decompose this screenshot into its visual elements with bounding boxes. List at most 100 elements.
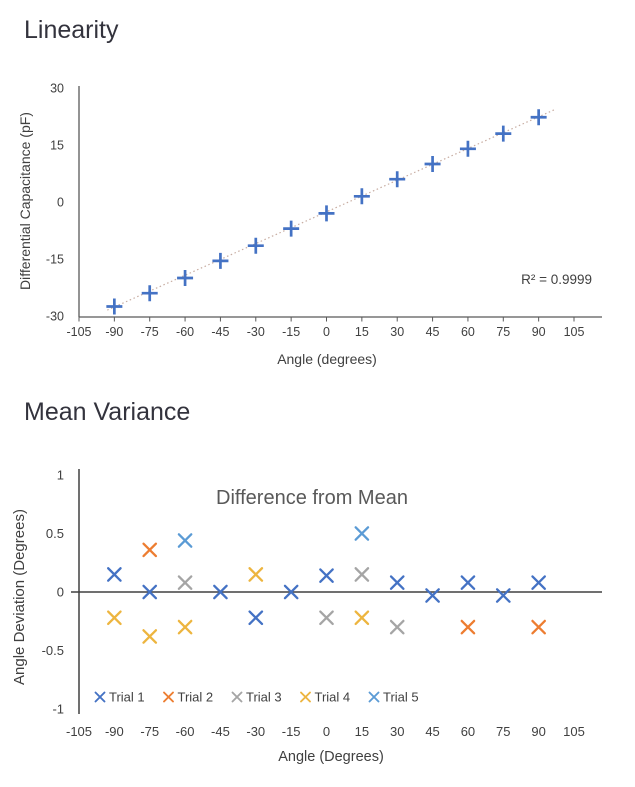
data-point-x (177, 575, 193, 590)
x-tick-label: -15 (282, 724, 301, 739)
x-tick-label: -15 (282, 325, 300, 339)
x-tick-label: -90 (105, 325, 123, 339)
series-trial-5 (177, 526, 370, 548)
legend-item: Trial 4 (300, 690, 351, 705)
data-point-x (231, 691, 243, 703)
y-tick-label: 1 (57, 468, 64, 483)
data-point-x (354, 610, 370, 626)
data-point-x (248, 567, 264, 582)
y-tick-label: 0 (57, 196, 64, 210)
x-tick-label: -45 (211, 325, 229, 339)
data-point-x (319, 610, 334, 626)
data-point-x (531, 619, 546, 635)
linearity-chart: -105 -90 -75 -60 -45 -30 -15 0 15 30 45 60 75 90 105 30… (46, 82, 602, 339)
legend-label: Trial 1 (109, 690, 145, 705)
data-point-plus (141, 285, 158, 302)
x-tick-label: 0 (323, 724, 330, 739)
x-tick-label: 60 (461, 724, 475, 739)
data-point-x (389, 575, 405, 590)
x-tick-label: 75 (496, 724, 510, 739)
y-tick-label: -1 (52, 702, 64, 717)
data-point-x (319, 568, 334, 583)
x-tick-label: 75 (496, 325, 510, 339)
data-point-x (142, 542, 158, 558)
legend-item: Trial 5 (368, 690, 419, 705)
mean-variance-chart-title: Difference from Mean (216, 487, 408, 509)
data-point-x (425, 588, 440, 603)
data-point-x (142, 629, 158, 644)
mean-variance-chart: 1 0.5 0 -0.5 -1-105 -90 -75 -60 -45 -30 -15 0 15 30 45… (42, 468, 602, 739)
data-point-x (177, 533, 193, 548)
data-point-plus (389, 171, 406, 188)
data-point-x (213, 584, 228, 600)
data-point-x (460, 575, 476, 590)
data-point-x (94, 691, 106, 703)
x-tick-label: -75 (141, 325, 159, 339)
data-point-plus (424, 156, 441, 172)
x-tick-label: 90 (532, 325, 546, 339)
data-point-plus (353, 188, 370, 205)
y-tick-label: -30 (46, 310, 64, 324)
legend-item: Trial 1 (94, 690, 145, 705)
data-point-plus (318, 205, 335, 222)
x-tick-label: -90 (105, 724, 124, 739)
series-trial-3 (177, 567, 405, 635)
data-point-plus (283, 220, 300, 237)
data-point-x (531, 575, 546, 590)
data-point-plus (495, 125, 512, 142)
data-point-plus (106, 298, 123, 315)
data-point-plus (247, 237, 264, 254)
x-tick-label: 90 (531, 724, 545, 739)
x-tick-label: -60 (176, 325, 194, 339)
data-point-x (107, 610, 122, 626)
x-tick-label: 45 (425, 724, 439, 739)
data-point-plus (177, 270, 194, 286)
x-tick-label: -30 (246, 724, 265, 739)
data-point-x (389, 619, 405, 635)
series-trial-4 (107, 567, 370, 644)
y-tick-label: -15 (46, 253, 64, 267)
x-tick-label: 105 (564, 325, 585, 339)
x-tick-label: -45 (211, 724, 230, 739)
x-tick-label: -105 (66, 724, 92, 739)
legend-label: Trial 5 (383, 690, 419, 705)
series-trial-1 (107, 567, 546, 626)
r-squared-annotation: R² = 0.9999 (521, 272, 592, 287)
y-tick-label: -0.5 (42, 643, 64, 658)
legend: Trial 1 Trial 2 Trial 3 Trial 4 Trial 5 (94, 690, 419, 705)
legend-item: Trial 2 (163, 690, 213, 705)
x-tick-label: 15 (355, 724, 369, 739)
data-point-x (142, 584, 158, 600)
trendline (107, 108, 556, 311)
data-point-x (354, 567, 370, 582)
y-tick-label: 0.5 (46, 526, 64, 541)
data-point-x (495, 588, 511, 603)
data-point-plus (459, 140, 476, 157)
mean-variance-heading: Mean Variance (24, 398, 191, 426)
y-tick-label: 0 (57, 585, 64, 600)
data-point-plus (530, 109, 547, 126)
x-tick-label: 105 (563, 724, 585, 739)
legend-label: Trial 3 (246, 690, 282, 705)
series-trial-2 (142, 542, 546, 635)
data-point-x (107, 567, 122, 582)
data-point-x (177, 619, 193, 635)
x-tick-label: 0 (323, 325, 330, 339)
data-point-x (460, 619, 476, 635)
x-tick-label: 60 (461, 325, 475, 339)
x-tick-label: -30 (247, 325, 265, 339)
y-tick-label: 30 (50, 82, 64, 96)
x-tick-label: 15 (355, 325, 369, 339)
legend-item: Trial 3 (231, 690, 282, 705)
data-point-x (248, 610, 264, 626)
linearity-heading: Linearity (24, 16, 119, 44)
linearity-x-axis-title: Angle (degrees) (277, 351, 377, 367)
legend-label: Trial 4 (315, 690, 351, 705)
y-tick-label: 15 (50, 139, 64, 153)
mean-variance-x-axis-title: Angle (Degrees) (278, 749, 384, 765)
linearity-y-axis-title: Differential Capacitance (pF) (17, 112, 33, 290)
data-point-x (163, 691, 174, 703)
x-tick-label: -60 (176, 724, 195, 739)
